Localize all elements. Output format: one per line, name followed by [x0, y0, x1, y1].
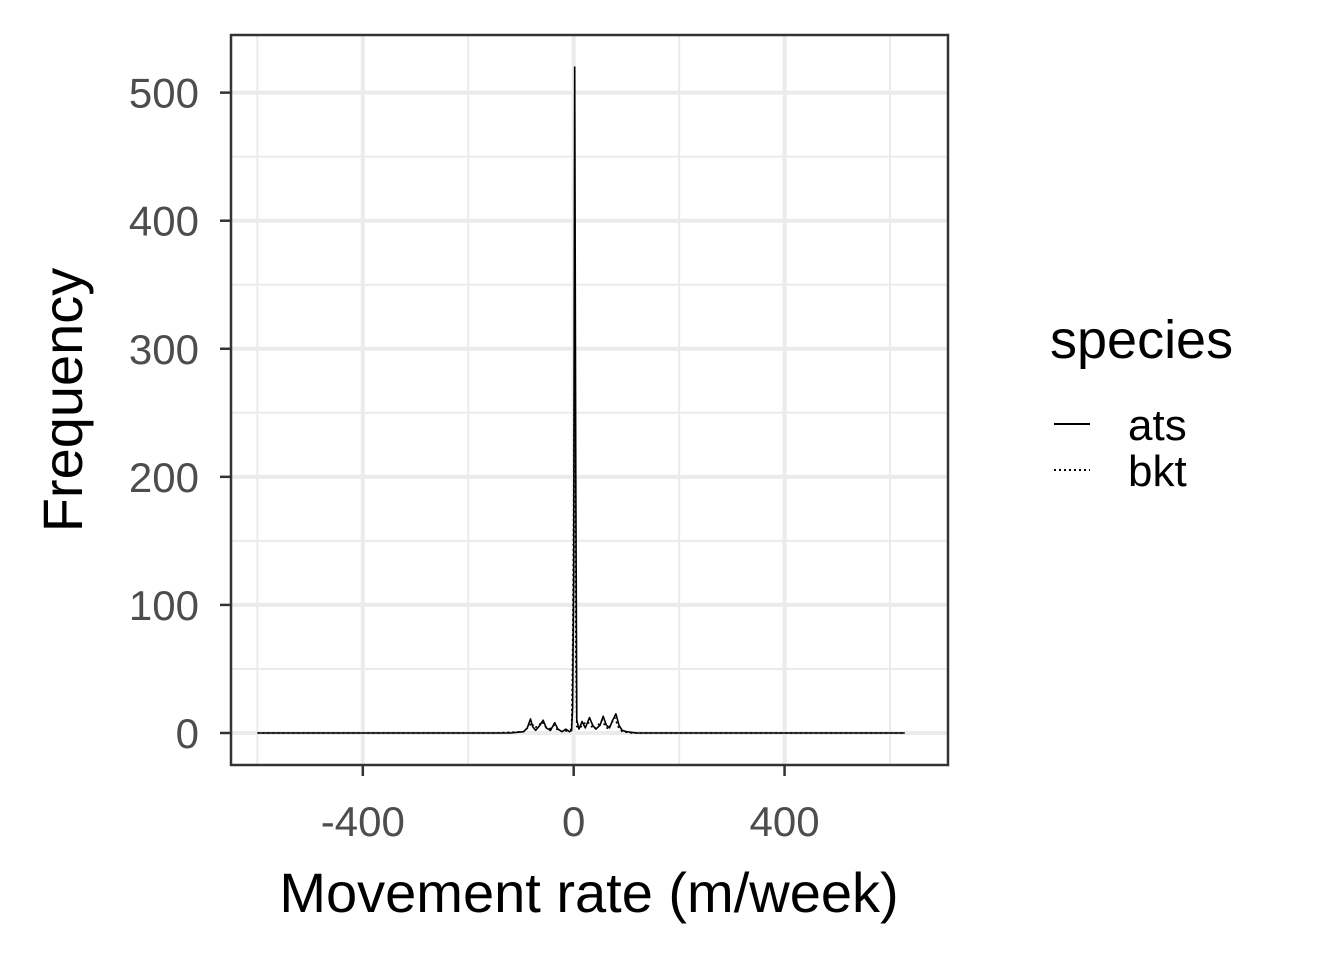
- series-line-ats: [257, 66, 905, 734]
- x-axis-title: Movement rate (m/week): [279, 861, 898, 924]
- y-tick-label: 100: [129, 582, 199, 629]
- x-tick-label: -400: [321, 798, 405, 845]
- y-tick-label: 0: [176, 710, 199, 757]
- x-axis: -400 0 400: [321, 765, 820, 845]
- y-tick-label: 400: [129, 198, 199, 245]
- legend-label-bkt: bkt: [1128, 447, 1187, 496]
- y-axis-title: Frequency: [31, 268, 94, 533]
- panel-border: [229, 33, 950, 767]
- y-tick-label: 500: [129, 70, 199, 117]
- plot-panel: [229, 33, 950, 767]
- x-tick-label: 0: [562, 798, 585, 845]
- minor-grid: [231, 35, 948, 765]
- panel-background: [231, 35, 948, 765]
- series-layer: [257, 66, 905, 734]
- legend-title: species: [1050, 310, 1233, 370]
- y-tick-label: 200: [129, 454, 199, 501]
- x-tick-label: 400: [750, 798, 820, 845]
- y-axis: 0 100 200 300 400 500: [129, 70, 231, 757]
- y-tick-label: 300: [129, 326, 199, 373]
- legend-label-ats: ats: [1128, 401, 1187, 450]
